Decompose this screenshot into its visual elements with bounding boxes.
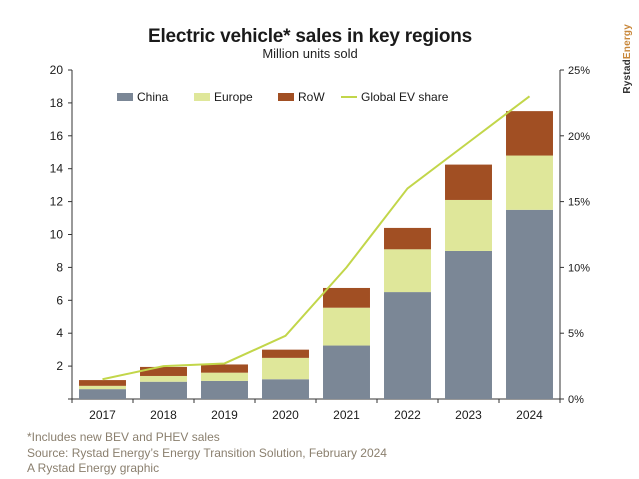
bar-china-2019: [201, 380, 248, 399]
legend-label-row: RoW: [298, 90, 325, 104]
footnote-source: Source: Rystad Energy’s Energy Transitio…: [27, 445, 387, 460]
x-tick-label-2023: 2023: [455, 408, 482, 422]
footnote-credit: A Rystad Energy graphic: [27, 461, 160, 475]
x-tick-label-2020: 2020: [272, 408, 299, 422]
bar-europe-2022: [384, 249, 431, 293]
y-tick-label-left: 16: [50, 129, 64, 143]
y-tick-label-left: 2: [56, 359, 63, 373]
bar-row-2020: [262, 349, 309, 358]
legend-swatch-row: [278, 93, 294, 101]
bar-china-2024: [506, 209, 553, 399]
x-tick-label-2017: 2017: [89, 408, 116, 422]
y-tick-label-left: 8: [56, 260, 63, 274]
x-tick-label-2019: 2019: [211, 408, 238, 422]
legend-swatch-europe: [194, 93, 210, 101]
legend-swatch-china: [117, 93, 133, 101]
x-tick-label-2018: 2018: [150, 408, 177, 422]
y-tick-label-left: 20: [50, 63, 64, 77]
y-tick-label-right: 20%: [568, 131, 590, 143]
legend-label-china: China: [137, 90, 169, 104]
bar-china-2020: [262, 379, 309, 399]
y-tick-label-right: 5%: [568, 328, 584, 340]
y-tick-label-right: 15%: [568, 197, 590, 209]
bar-row-2017: [79, 380, 126, 386]
footnotes: *Includes new BEV and PHEV sales Source:…: [27, 430, 387, 477]
y-tick-label-left: 10: [50, 228, 64, 242]
bar-china-2022: [384, 292, 431, 399]
legend-label-europe: Europe: [214, 90, 253, 104]
bar-china-2017: [79, 389, 126, 399]
bar-europe-2023: [445, 199, 492, 251]
bar-row-2019: [201, 364, 248, 373]
bar-row-2021: [323, 287, 370, 308]
y-tick-label-left: 14: [50, 162, 64, 176]
y-tick-label-left: 6: [56, 293, 63, 307]
y-tick-label-left: 12: [50, 195, 64, 209]
global-ev-share-line: [102, 95, 531, 381]
bar-europe-2017: [79, 385, 126, 390]
bar-europe-2018: [140, 375, 187, 382]
y-tick-label-right: 25%: [568, 65, 590, 77]
bar-row-2022: [384, 227, 431, 250]
bar-europe-2024: [506, 155, 553, 210]
bar-europe-2020: [262, 357, 309, 380]
x-tick-label-2024: 2024: [516, 408, 543, 422]
y-tick-label-right: 10%: [568, 262, 590, 274]
y-tick-label-right: 0%: [568, 394, 584, 406]
y-tick-label-left: 18: [50, 96, 64, 110]
bar-europe-2021: [323, 307, 370, 346]
bar-row-2018: [140, 366, 187, 376]
y-tick-label-left: 4: [56, 326, 63, 340]
bar-china-2018: [140, 381, 187, 399]
bar-row-2024: [506, 111, 553, 156]
chart-subtitle: Million units sold: [262, 46, 358, 61]
bar-europe-2019: [201, 372, 248, 381]
bar-china-2023: [445, 250, 492, 399]
chart-title: Electric vehicle* sales in key regions: [147, 26, 473, 47]
x-tick-label-2021: 2021: [333, 408, 360, 422]
footnote-definition: *Includes new BEV and PHEV sales: [27, 430, 220, 444]
bar-china-2021: [323, 345, 370, 399]
bar-row-2023: [445, 164, 492, 200]
x-tick-label-2022: 2022: [394, 408, 421, 422]
legend-label-global-ev-share: Global EV share: [361, 90, 449, 104]
